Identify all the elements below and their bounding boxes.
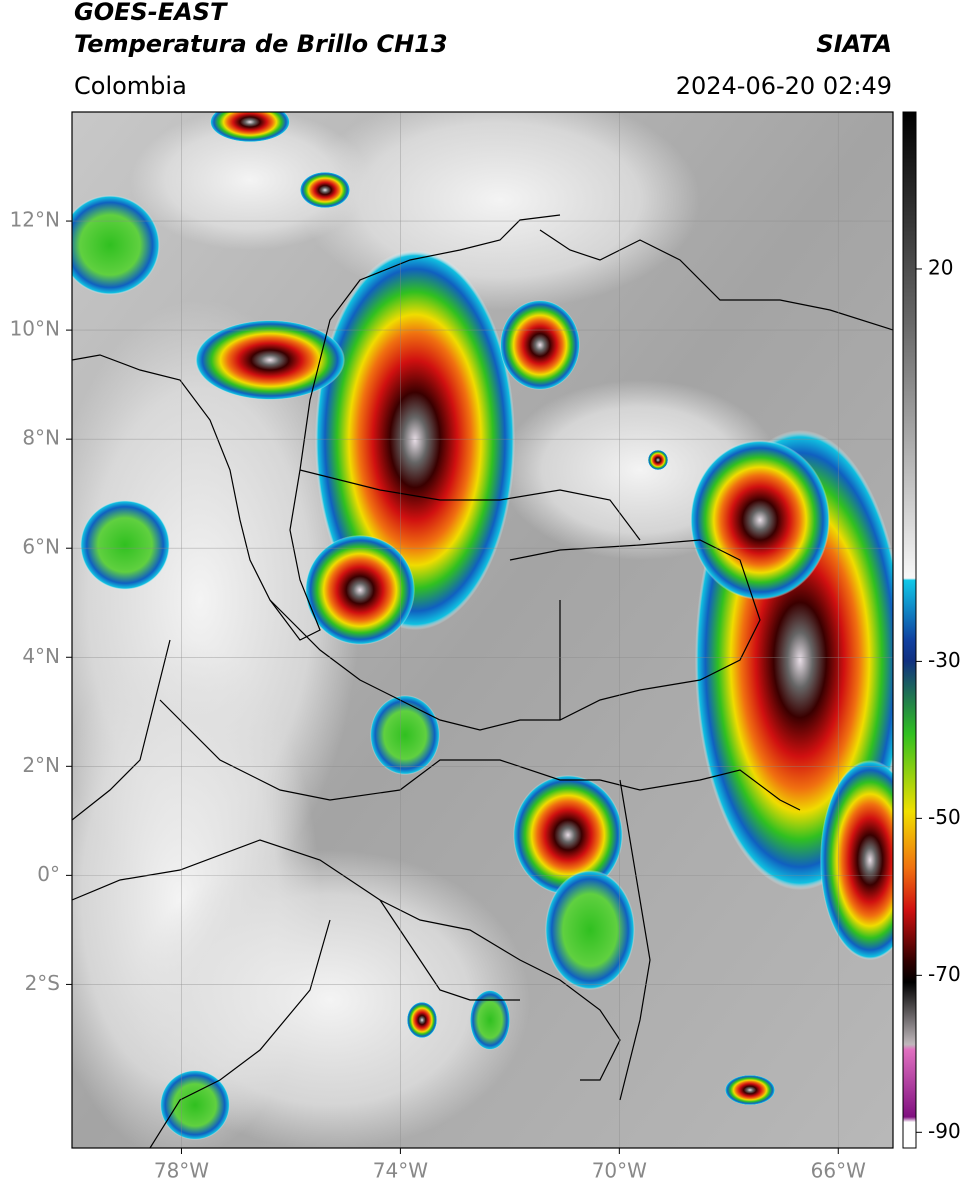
satellite-image xyxy=(72,112,893,1148)
colorbar xyxy=(902,111,917,1149)
x-tick-label: 70°W xyxy=(592,1159,647,1183)
map-frame xyxy=(71,111,894,1149)
graticule xyxy=(72,112,893,1148)
y-tick-label: 0° xyxy=(37,862,60,886)
y-tick-label: 4°N xyxy=(22,644,60,668)
product-title: Temperatura de Brillo CH13 xyxy=(74,30,448,58)
colorbar-tick-label: -30 xyxy=(928,648,961,672)
y-tick-label: 10°N xyxy=(10,317,60,341)
datetime-label: 2024-06-20 02:49 xyxy=(676,72,892,100)
colorbar-tick-label: -50 xyxy=(928,805,961,829)
colorbar-tick-label: -90 xyxy=(928,1119,961,1143)
x-tick-label: 74°W xyxy=(373,1159,428,1183)
y-tick-label: 12°N xyxy=(10,208,60,232)
x-tick-label: 78°W xyxy=(154,1159,209,1183)
x-tick-label: 66°W xyxy=(811,1159,866,1183)
region-label: Colombia xyxy=(74,72,187,100)
satellite-title: GOES-EAST xyxy=(74,0,228,26)
colorbar-tick-label: -70 xyxy=(928,962,961,986)
colorbar-tick-label: 20 xyxy=(928,255,953,279)
y-tick-label: 6°N xyxy=(22,535,60,559)
y-tick-label: 8°N xyxy=(22,426,60,450)
y-tick-label: 2°N xyxy=(22,753,60,777)
source-label: SIATA xyxy=(816,30,892,58)
y-tick-label: 2°S xyxy=(25,971,60,995)
